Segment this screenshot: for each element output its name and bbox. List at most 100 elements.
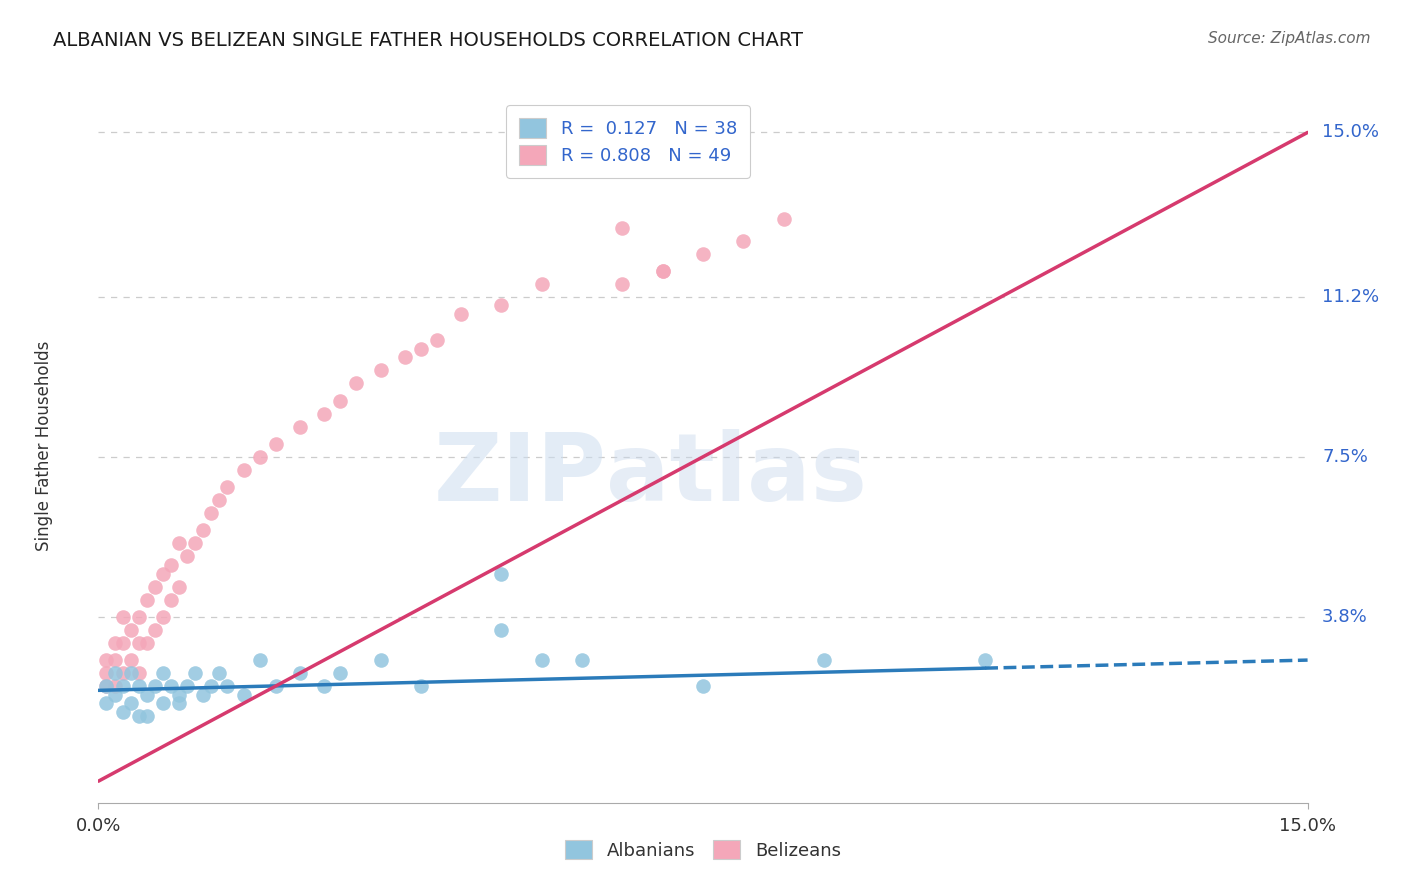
Point bbox=[128, 709, 150, 723]
Point bbox=[200, 679, 222, 693]
Point bbox=[152, 696, 174, 710]
Point bbox=[208, 666, 231, 681]
Point bbox=[111, 636, 134, 650]
Point bbox=[120, 623, 142, 637]
Point bbox=[612, 277, 634, 291]
Point bbox=[143, 679, 166, 693]
Point bbox=[612, 220, 634, 235]
Point bbox=[135, 709, 157, 723]
Point bbox=[120, 653, 142, 667]
Point bbox=[160, 679, 183, 693]
Point bbox=[329, 393, 352, 408]
Point bbox=[344, 376, 367, 391]
Point bbox=[232, 688, 254, 702]
Point bbox=[167, 696, 190, 710]
Point bbox=[184, 536, 207, 550]
Point bbox=[128, 679, 150, 693]
Point bbox=[96, 653, 118, 667]
Point bbox=[217, 679, 239, 693]
Point bbox=[288, 666, 311, 681]
Point bbox=[160, 592, 183, 607]
Point bbox=[152, 566, 174, 581]
Text: 3.8%: 3.8% bbox=[1322, 607, 1368, 626]
Point bbox=[314, 679, 336, 693]
Point bbox=[530, 277, 553, 291]
Point bbox=[370, 653, 392, 667]
Point bbox=[288, 419, 311, 434]
Text: atlas: atlas bbox=[606, 428, 868, 521]
Point bbox=[491, 298, 513, 312]
Point bbox=[176, 549, 198, 564]
Point bbox=[135, 592, 157, 607]
Text: ALBANIAN VS BELIZEAN SINGLE FATHER HOUSEHOLDS CORRELATION CHART: ALBANIAN VS BELIZEAN SINGLE FATHER HOUSE… bbox=[53, 31, 803, 50]
Point bbox=[193, 524, 215, 538]
Point bbox=[217, 480, 239, 494]
Text: Single Father Households: Single Father Households bbox=[35, 341, 53, 551]
Point bbox=[111, 666, 134, 681]
Point bbox=[692, 246, 714, 260]
Point bbox=[651, 264, 673, 278]
Point bbox=[120, 696, 142, 710]
Point bbox=[103, 636, 125, 650]
Point bbox=[249, 450, 271, 464]
Point bbox=[167, 688, 190, 702]
Point bbox=[128, 636, 150, 650]
Point bbox=[103, 688, 125, 702]
Point bbox=[426, 333, 449, 347]
Point bbox=[167, 536, 190, 550]
Point bbox=[120, 666, 142, 681]
Point bbox=[314, 407, 336, 421]
Point bbox=[96, 679, 118, 693]
Point bbox=[813, 653, 835, 667]
Point bbox=[96, 696, 118, 710]
Point bbox=[143, 580, 166, 594]
Point bbox=[111, 610, 134, 624]
Point bbox=[772, 211, 794, 226]
Text: 7.5%: 7.5% bbox=[1322, 448, 1368, 466]
Point bbox=[394, 351, 416, 365]
Point bbox=[571, 653, 593, 667]
Point bbox=[193, 688, 215, 702]
Point bbox=[370, 363, 392, 377]
Point bbox=[152, 666, 174, 681]
Point bbox=[733, 234, 755, 248]
Point bbox=[160, 558, 183, 572]
Point bbox=[103, 653, 125, 667]
Point bbox=[530, 653, 553, 667]
Point bbox=[200, 506, 222, 520]
Point bbox=[208, 493, 231, 508]
Point bbox=[135, 688, 157, 702]
Legend: Albanians, Belizeans: Albanians, Belizeans bbox=[553, 827, 853, 872]
Point bbox=[111, 679, 134, 693]
Point bbox=[651, 264, 673, 278]
Point bbox=[152, 610, 174, 624]
Point bbox=[491, 623, 513, 637]
Point bbox=[128, 610, 150, 624]
Point bbox=[111, 705, 134, 719]
Point bbox=[409, 342, 432, 356]
Point bbox=[692, 679, 714, 693]
Point bbox=[450, 307, 472, 321]
Point bbox=[974, 653, 997, 667]
Point bbox=[143, 623, 166, 637]
Point bbox=[96, 679, 118, 693]
Point bbox=[135, 636, 157, 650]
Point bbox=[264, 679, 287, 693]
Point bbox=[176, 679, 198, 693]
Text: Source: ZipAtlas.com: Source: ZipAtlas.com bbox=[1208, 31, 1371, 46]
Point bbox=[167, 580, 190, 594]
Text: ZIP: ZIP bbox=[433, 428, 606, 521]
Point bbox=[264, 437, 287, 451]
Point bbox=[103, 666, 125, 681]
Point bbox=[329, 666, 352, 681]
Point bbox=[409, 679, 432, 693]
Point bbox=[128, 666, 150, 681]
Text: 11.2%: 11.2% bbox=[1322, 288, 1379, 306]
Point bbox=[249, 653, 271, 667]
Point bbox=[103, 679, 125, 693]
Point bbox=[96, 666, 118, 681]
Point bbox=[184, 666, 207, 681]
Text: 15.0%: 15.0% bbox=[1322, 123, 1379, 142]
Point bbox=[491, 566, 513, 581]
Point bbox=[232, 463, 254, 477]
